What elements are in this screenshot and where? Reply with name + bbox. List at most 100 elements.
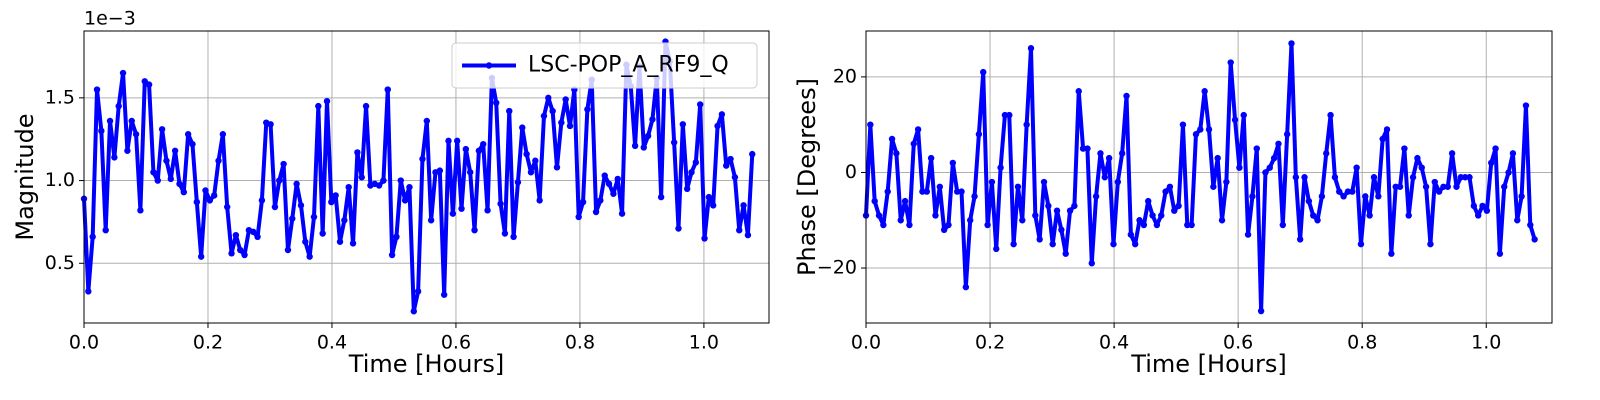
data-point xyxy=(1231,116,1239,124)
data-point xyxy=(1396,183,1404,190)
data-point xyxy=(1188,221,1195,229)
data-point xyxy=(631,142,639,150)
data-point xyxy=(241,251,248,259)
data-point xyxy=(137,207,144,214)
data-point xyxy=(1140,221,1148,229)
data-point xyxy=(967,217,974,224)
data-point xyxy=(1006,111,1013,119)
data-point xyxy=(1270,154,1278,162)
data-point xyxy=(1214,154,1221,162)
data-point xyxy=(597,197,604,204)
data-point xyxy=(657,193,665,201)
data-point xyxy=(310,213,318,221)
axes-frame xyxy=(865,30,1553,324)
data-point xyxy=(1323,150,1330,157)
data-point xyxy=(1145,197,1152,205)
data-point xyxy=(1240,111,1247,119)
data-point xyxy=(180,188,188,196)
data-point xyxy=(1331,174,1339,181)
data-point xyxy=(458,205,465,212)
data-point xyxy=(675,225,682,232)
data-point xyxy=(132,131,140,138)
x-tick-label: 0.0 xyxy=(851,332,881,354)
data-point xyxy=(867,121,874,128)
data-point xyxy=(906,221,913,229)
x-tick-label: 0.8 xyxy=(1347,332,1377,354)
data-point xyxy=(271,203,279,211)
data-point xyxy=(893,150,900,157)
data-point xyxy=(254,233,261,241)
data-point xyxy=(553,164,561,171)
data-point xyxy=(1131,240,1139,248)
data-point xyxy=(1266,164,1273,171)
data-point xyxy=(1075,88,1082,95)
data-point xyxy=(579,198,587,206)
data-point xyxy=(1427,240,1434,248)
data-point xyxy=(884,188,891,195)
data-point xyxy=(158,126,166,133)
data-point xyxy=(1192,131,1200,138)
data-point xyxy=(267,121,274,128)
data-point xyxy=(962,283,970,291)
data-point xyxy=(197,253,205,260)
x-tick-label: 0.2 xyxy=(193,332,223,354)
data-point xyxy=(1201,88,1208,95)
data-point xyxy=(679,121,687,128)
data-point xyxy=(349,240,357,247)
data-point xyxy=(1418,164,1425,171)
data-point xyxy=(545,94,552,102)
data-point xyxy=(901,197,909,205)
data-point xyxy=(1501,183,1508,190)
data-point xyxy=(1466,174,1473,181)
data-point xyxy=(215,157,222,164)
x-tick-label: 0.2 xyxy=(975,332,1005,354)
data-point xyxy=(705,193,713,201)
data-point xyxy=(163,157,170,164)
data-point xyxy=(484,207,491,214)
data-point xyxy=(536,197,543,204)
data-point xyxy=(414,288,422,295)
data-point xyxy=(423,117,431,125)
data-point xyxy=(1349,188,1356,195)
data-point xyxy=(975,131,983,138)
data-point xyxy=(480,140,487,148)
data-point xyxy=(1084,145,1091,152)
x-tick-label: 0.0 xyxy=(69,332,99,354)
data-point xyxy=(397,177,404,184)
data-point xyxy=(345,183,352,191)
data-point xyxy=(988,178,996,186)
data-point xyxy=(1205,126,1213,133)
data-point xyxy=(1401,145,1408,152)
data-point xyxy=(558,119,565,126)
y-tick-label: 20 xyxy=(833,65,857,87)
data-point xyxy=(610,190,617,197)
data-point xyxy=(501,230,509,237)
data-point xyxy=(527,169,535,176)
data-point xyxy=(293,180,300,188)
data-point xyxy=(1218,217,1226,224)
data-point xyxy=(219,131,227,138)
data-point xyxy=(683,185,691,193)
data-point xyxy=(206,197,214,204)
data-point xyxy=(993,245,1000,253)
data-point xyxy=(644,132,652,140)
x-axis-label: Time [Hours] xyxy=(1130,350,1286,378)
data-point xyxy=(1531,236,1538,243)
data-point xyxy=(701,235,708,242)
data-point xyxy=(519,124,526,131)
data-point xyxy=(1292,174,1300,181)
data-point xyxy=(280,160,287,168)
y-tick-label: −20 xyxy=(817,257,857,279)
data-point xyxy=(1370,174,1378,181)
data-point xyxy=(401,197,409,204)
data-point xyxy=(436,167,444,174)
y-axis-label: Phase [Degrees] xyxy=(793,78,821,276)
data-point xyxy=(141,78,148,85)
data-point xyxy=(462,145,470,153)
y-tick-label: 0 xyxy=(845,161,857,183)
data-point xyxy=(1379,135,1386,143)
x-tick-label: 0.8 xyxy=(565,332,595,354)
data-point xyxy=(1474,212,1482,219)
data-point xyxy=(1166,183,1174,190)
data-point xyxy=(380,177,387,184)
